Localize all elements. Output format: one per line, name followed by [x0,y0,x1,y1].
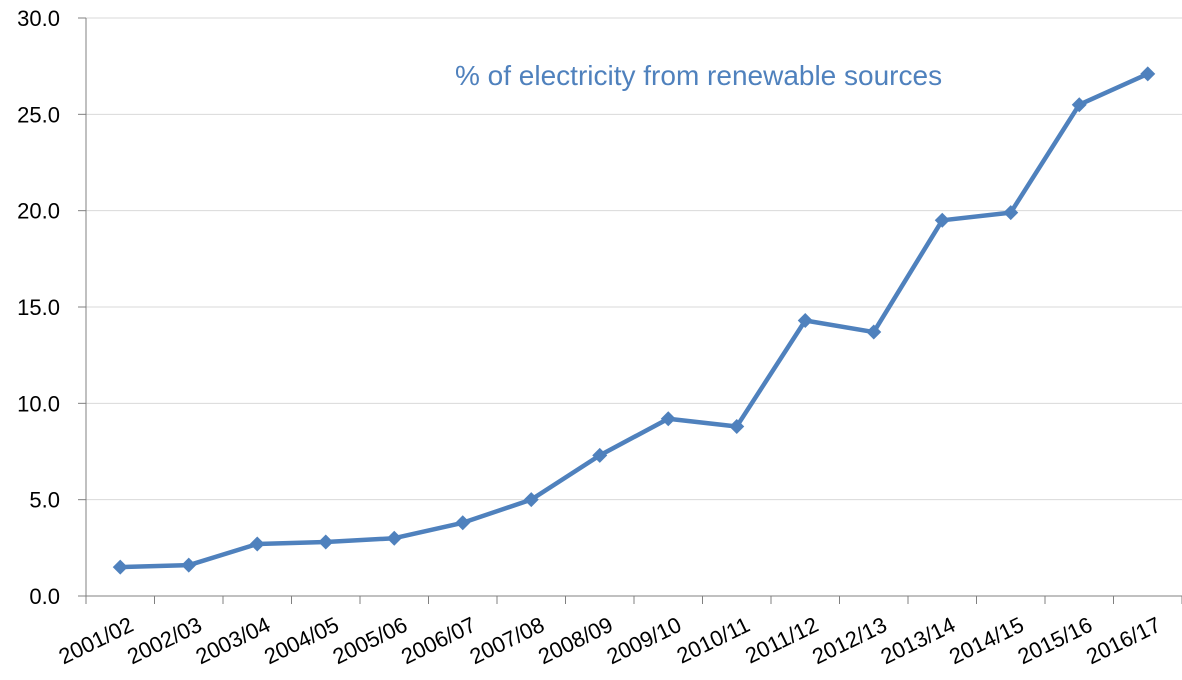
x-tick-label: 2006/07 [397,612,479,669]
data-point-marker [934,212,950,228]
y-tick-label: 20.0 [17,199,60,224]
axes [78,17,1182,604]
x-tick-label: 2015/16 [1014,612,1096,669]
data-point-marker [729,418,745,434]
y-tick-label: 5.0 [29,488,60,513]
x-tick-label: 2014/15 [945,612,1027,669]
data-point-marker [866,324,882,340]
x-tick-label: 2013/14 [877,612,959,669]
y-tick-label: 30.0 [17,6,60,31]
x-tick-label: 2003/04 [192,612,274,669]
x-axis-tick-labels: 2001/022002/032003/042004/052005/062006/… [55,612,1165,669]
data-point-marker [455,515,471,531]
data-point-marker [592,447,608,463]
data-point-marker [1140,66,1156,82]
x-tick-label: 2001/02 [55,612,137,669]
gridlines [86,17,1182,501]
data-point-marker [112,559,128,575]
series-line [118,71,1150,570]
x-tick-label: 2012/13 [808,612,890,669]
y-tick-label: 0.0 [29,584,60,609]
data-point-marker [249,536,265,552]
series-group [112,66,1156,575]
data-point-marker [1003,205,1019,221]
x-tick-label: 2011/12 [741,612,822,669]
data-point-marker [797,312,813,328]
chart-annotation: % of electricity from renewable sources [455,60,942,91]
data-point-marker [181,557,197,573]
x-tick-label: 2010/11 [673,612,754,669]
data-point-marker [318,534,334,550]
data-point-marker [660,411,676,427]
x-tick-label: 2008/09 [534,612,616,669]
x-tick-label: 2009/10 [603,612,685,669]
x-tick-label: 2016/17 [1082,612,1164,669]
x-tick-label: 2005/06 [329,612,411,669]
y-tick-label: 15.0 [17,295,60,320]
x-tick-label: 2002/03 [123,612,205,669]
y-tick-label: 25.0 [17,102,60,127]
y-tick-label: 10.0 [17,391,60,416]
data-point-marker [386,530,402,546]
x-tick-label: 2007/08 [466,612,548,669]
data-point-marker [523,492,539,508]
y-axis-tick-labels: 0.0 5.0 10.0 15.0 20.0 25.0 30.0 [17,6,60,609]
data-point-marker [1071,97,1087,113]
x-tick-label: 2004/05 [260,612,342,669]
